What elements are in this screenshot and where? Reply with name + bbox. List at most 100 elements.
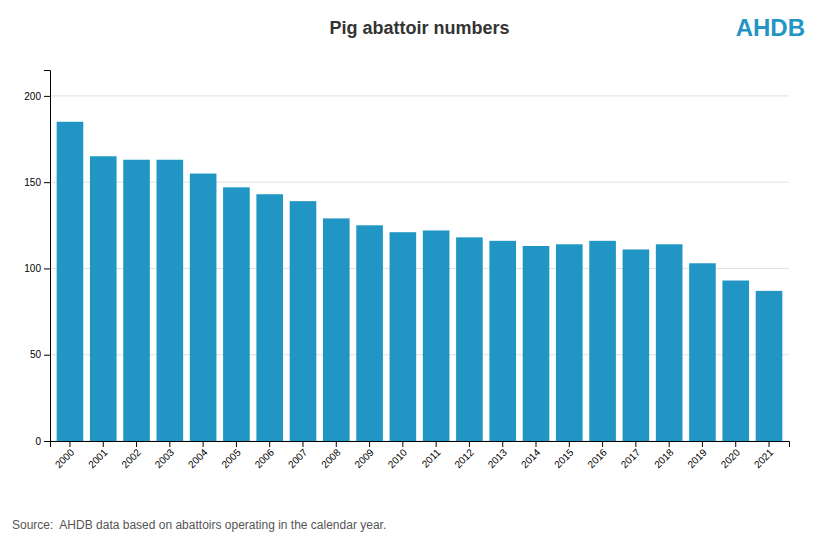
y-tick-label: 100 [24, 263, 41, 274]
y-tick-mark [44, 355, 50, 356]
x-tick-label: 2013 [486, 446, 510, 470]
y-tick: 150 [24, 177, 50, 188]
x-tick: 2000 [53, 441, 77, 470]
x-tick-mark [536, 441, 537, 447]
x-tick-mark [702, 441, 703, 447]
bar [356, 225, 383, 441]
x-tick: 2013 [486, 441, 510, 470]
x-tick-label: 2007 [286, 446, 310, 470]
x-tick-label: 2009 [352, 446, 376, 470]
x-tick-mark [369, 441, 370, 447]
bar [656, 244, 683, 441]
x-tick-mark [469, 441, 470, 447]
x-tick-label: 2016 [585, 446, 609, 470]
x-tick-mark [436, 441, 437, 447]
bar [390, 232, 417, 441]
x-tick-mark [602, 441, 603, 447]
grid-line [50, 95, 789, 96]
x-tick: 2004 [186, 441, 210, 470]
x-tick-label: 2018 [652, 446, 676, 470]
x-tick-mark [136, 441, 137, 447]
x-tick: 2014 [519, 441, 543, 470]
bar [589, 241, 616, 441]
x-tick-mark [669, 441, 670, 447]
x-tick-mark [169, 441, 170, 447]
x-tick-mark [269, 441, 270, 447]
bar [256, 194, 283, 441]
x-tick: 2015 [552, 441, 576, 470]
x-tick-mark [103, 441, 104, 447]
y-tick-label: 50 [30, 349, 42, 360]
x-tick-label: 2020 [719, 446, 743, 470]
x-tick-label: 2015 [552, 446, 576, 470]
x-tick-mark [502, 441, 503, 447]
x-tick: 2019 [685, 441, 709, 470]
bar [523, 246, 550, 441]
x-tick: 2021 [752, 441, 776, 470]
x-tick: 2002 [119, 441, 143, 470]
x-tick-mark [769, 441, 770, 447]
x-tick: 2006 [253, 441, 277, 470]
bar [190, 174, 217, 441]
x-tick-label: 2004 [186, 446, 210, 470]
bar [123, 160, 150, 441]
x-tick-mark [302, 441, 303, 447]
x-tick: 2003 [153, 441, 177, 470]
title: Pig abattoir numbers [329, 18, 509, 38]
y-tick-label: 0 [35, 436, 41, 447]
x-tick-mark [336, 441, 337, 447]
x-tick: 2016 [585, 441, 609, 470]
x-tick-mark [236, 441, 237, 447]
y-axis-line [44, 71, 51, 442]
x-tick-label: 2008 [319, 446, 343, 470]
y-tick: 200 [24, 91, 50, 102]
y-tick-mark [44, 268, 50, 269]
bar [756, 291, 783, 441]
x-tick-label: 2017 [619, 446, 643, 470]
x-tick-label: 2021 [752, 446, 776, 470]
source-note: Source: AHDB data based on abattoirs ope… [12, 518, 386, 532]
bar [489, 241, 516, 441]
bar [556, 244, 583, 441]
bar [456, 237, 483, 441]
x-tick-mark [635, 441, 636, 447]
bar [290, 201, 317, 441]
x-tick: 2007 [286, 441, 310, 470]
x-tick: 2001 [86, 441, 110, 470]
x-tick-label: 2012 [452, 446, 476, 470]
y-tick-mark [44, 96, 50, 97]
y-tick: 50 [30, 349, 50, 360]
bars [57, 122, 783, 441]
x-tick-mark [569, 441, 570, 447]
x-tick: 2010 [386, 441, 410, 470]
bar [722, 281, 749, 441]
x-tick: 2011 [420, 441, 443, 470]
x-tick: 2020 [719, 441, 743, 470]
x-tick: 2009 [352, 441, 376, 470]
y-tick: 0 [35, 436, 50, 447]
x-tick-label: 2006 [253, 446, 277, 470]
x-tick-label: 2005 [219, 446, 243, 470]
y-tick-mark [44, 441, 50, 442]
x-tick-mark [69, 441, 70, 447]
bar [223, 187, 250, 441]
bar [423, 230, 450, 441]
x-tick-label: 2003 [153, 446, 177, 470]
x-tick-label: 2014 [519, 446, 543, 470]
bar [689, 263, 716, 441]
logo-text: AHDB [736, 14, 805, 41]
x-tick-label: 2002 [119, 446, 143, 470]
bar [57, 122, 84, 441]
x-tick-mark [203, 441, 204, 447]
x-tick: 2005 [219, 441, 243, 470]
x-tick: 2018 [652, 441, 676, 470]
x-tick-label: 2001 [86, 446, 110, 470]
x-tick-mark [402, 441, 403, 447]
y-tick-label: 150 [24, 177, 41, 188]
y-axis: 0 50 100 150 200 [24, 71, 50, 447]
x-axis: 2000 2001 2002 2003 2004 2005 2006 2007 2008 2009… [51, 441, 790, 470]
x-tick-label: 2000 [53, 446, 77, 470]
y-tick: 100 [24, 263, 50, 274]
plot: 0 50 100 150 200 2000 2001 2002 2003 2004 2005 2006… [24, 71, 789, 471]
bar [90, 156, 117, 441]
